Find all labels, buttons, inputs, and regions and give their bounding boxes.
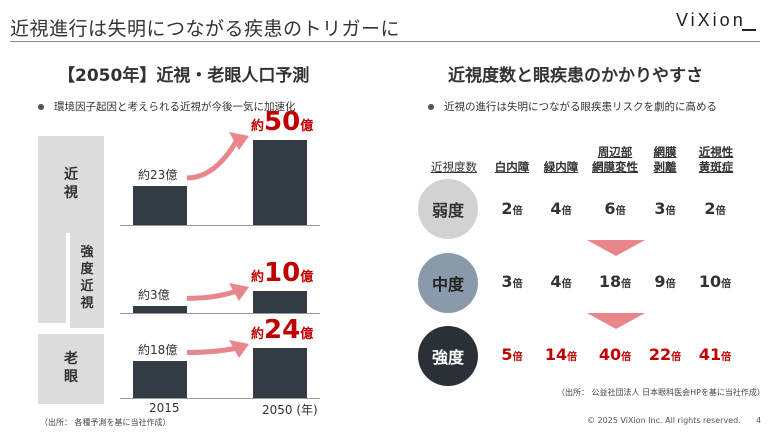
slide-title: 近視進行は失明につながる疾患のトリガーに xyxy=(10,18,401,40)
degree-circle-severe: 強度 xyxy=(418,326,478,386)
growth-arrow-icon xyxy=(186,283,249,301)
page-number: 4 xyxy=(756,416,762,425)
left-source-note: （出所： 各種予測を基に当社作成） xyxy=(40,418,171,427)
chart-baseline xyxy=(120,398,320,399)
chart-baseline xyxy=(120,313,320,314)
risk-value: 3倍 xyxy=(654,199,676,218)
risk-value: 2倍 xyxy=(501,199,523,218)
value-label-2015: 約23億 xyxy=(138,167,178,182)
risk-value: 40倍 xyxy=(598,345,632,364)
risk-value: 6倍 xyxy=(604,199,626,218)
growth-arrow-icon xyxy=(186,340,249,358)
risk-value: 4倍 xyxy=(550,199,572,218)
bullet-dot xyxy=(428,104,434,110)
category-label-high-myopia: 強 度 近 視 xyxy=(80,245,94,311)
bar-2050 xyxy=(253,291,307,313)
left-bullet: 環境因子起因と考えられる近視が今後一気に加速化 xyxy=(38,99,296,114)
risk-value: 3倍 xyxy=(501,272,523,291)
growth-arrow-icon xyxy=(186,132,249,181)
column-header-retinal-detachment: 網膜 剥離 xyxy=(653,145,677,174)
risk-value: 4倍 xyxy=(550,272,572,291)
value-label-2015: 約18億 xyxy=(138,342,178,357)
category-box-connector xyxy=(38,233,66,323)
bar-2015 xyxy=(133,185,187,225)
value-label-2050: 約10億 xyxy=(251,258,314,288)
value-label-2015: 約3億 xyxy=(138,288,170,303)
category-box-presbyopia xyxy=(38,334,104,404)
column-header-degree: 近視度数 xyxy=(431,160,477,174)
degree-circle-mild: 弱度 xyxy=(418,179,478,239)
risk-value: 18倍 xyxy=(598,272,632,291)
column-header-glaucoma: 緑内障 xyxy=(543,160,579,174)
risk-value: 2倍 xyxy=(704,199,726,218)
right-bullet-text: 近視の進行は失明につながる眼疾患リスクを劇的に高める xyxy=(444,101,717,113)
category-label-myopia: 近 視 xyxy=(64,167,78,201)
column-header-myopic-maculopathy: 近視性 黄斑症 xyxy=(698,145,734,174)
left-heading: 【2050年】近視・老眼人口予測 xyxy=(58,66,310,86)
risk-value: 14倍 xyxy=(544,345,578,364)
logo-underline xyxy=(742,29,756,31)
right-bullet: 近視の進行は失明につながる眼疾患リスクを劇的に高める xyxy=(428,99,717,114)
value-label-2050: 約24億 xyxy=(251,315,314,345)
risk-value: 22倍 xyxy=(648,345,682,364)
chart-baseline xyxy=(120,225,320,226)
column-header-retinal-degeneration: 周辺部 網膜変性 xyxy=(592,145,638,174)
year-label-2015: 2015 xyxy=(149,401,180,415)
category-box-myopia xyxy=(38,136,104,233)
bar-2050 xyxy=(253,140,307,225)
degree-circle-moderate: 中度 xyxy=(418,253,478,313)
category-box-high-myopia xyxy=(70,233,104,328)
left-bullet-text: 環境因子起因と考えられる近視が今後一気に加速化 xyxy=(54,101,296,113)
bar-2050 xyxy=(253,348,307,398)
year-label-2050: 2050 (年) xyxy=(262,403,318,417)
bar-2015 xyxy=(133,306,187,313)
risk-value: 5倍 xyxy=(501,345,523,364)
risk-value: 41倍 xyxy=(698,345,732,364)
value-label-2050: 約50億 xyxy=(251,107,314,137)
title-divider xyxy=(10,41,760,42)
right-source-note: （出所： 公益社団法人 日本眼科医会HPを基に当社作成） xyxy=(557,388,765,397)
company-logo: ViXion xyxy=(676,10,746,30)
risk-value: 9倍 xyxy=(654,272,676,291)
bar-2015 xyxy=(133,360,187,398)
right-heading: 近視度数と眼疾患のかかりやすさ xyxy=(448,66,703,86)
risk-value: 10倍 xyxy=(698,272,732,291)
copyright: © 2025 ViXion Inc. All rights reserved. xyxy=(587,416,741,425)
column-header-cataract: 白内障 xyxy=(494,160,530,174)
down-arrow-icon xyxy=(587,313,645,329)
category-label-presbyopia: 老 眼 xyxy=(64,351,78,385)
bullet-dot xyxy=(38,104,44,110)
down-arrow-icon xyxy=(587,240,645,256)
